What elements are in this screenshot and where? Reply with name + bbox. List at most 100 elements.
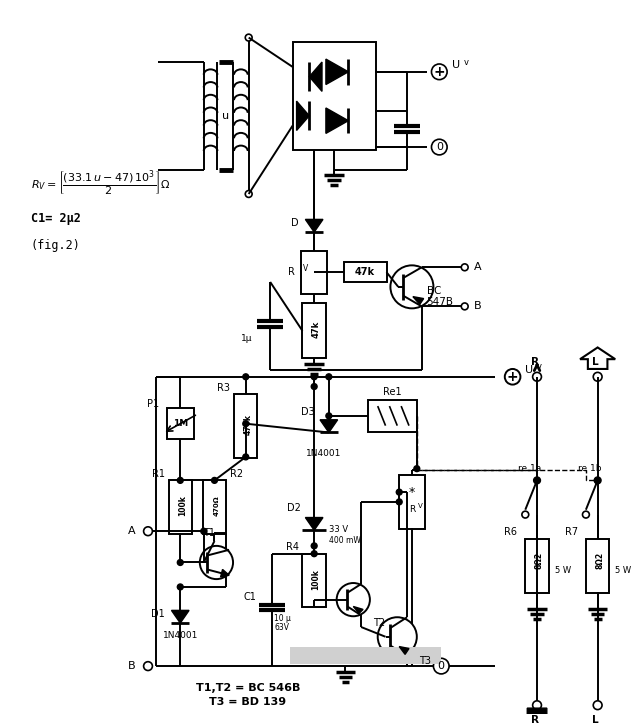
Circle shape	[212, 478, 217, 483]
Circle shape	[143, 527, 152, 536]
Text: BC
547B: BC 547B	[427, 286, 454, 308]
Circle shape	[311, 543, 317, 549]
Text: V: V	[303, 264, 308, 273]
Text: T3: T3	[419, 656, 431, 666]
Text: R: R	[288, 268, 295, 277]
Text: T2: T2	[373, 618, 385, 628]
Bar	[525, 539, 549, 593]
Polygon shape	[580, 348, 615, 369]
Text: 63V: 63V	[274, 624, 289, 632]
Text: C1= 2µ2: C1= 2µ2	[31, 212, 81, 225]
Circle shape	[326, 413, 332, 419]
Circle shape	[461, 264, 468, 270]
Text: 8Ω2: 8Ω2	[535, 552, 544, 569]
Text: 10 µ: 10 µ	[274, 614, 291, 623]
Text: B: B	[128, 661, 135, 671]
Circle shape	[326, 374, 332, 379]
Text: V: V	[418, 503, 423, 509]
Circle shape	[243, 421, 248, 427]
Text: R4: R4	[286, 542, 298, 552]
Text: 100k: 100k	[178, 495, 186, 516]
Bar	[203, 481, 226, 534]
Bar	[399, 475, 425, 529]
Circle shape	[461, 303, 468, 310]
Bar	[586, 539, 609, 593]
Bar	[234, 394, 257, 458]
Text: D3: D3	[301, 407, 315, 417]
Text: 5 W: 5 W	[615, 566, 631, 575]
Polygon shape	[171, 611, 189, 623]
Text: L: L	[592, 357, 599, 367]
Circle shape	[594, 477, 601, 483]
Circle shape	[505, 369, 520, 385]
Circle shape	[533, 477, 540, 483]
Circle shape	[311, 551, 317, 557]
Circle shape	[245, 190, 252, 198]
Polygon shape	[326, 59, 348, 84]
Text: A: A	[473, 262, 481, 273]
Text: 1N4001: 1N4001	[162, 631, 198, 640]
Circle shape	[243, 454, 248, 460]
Circle shape	[593, 701, 602, 710]
Circle shape	[593, 372, 602, 381]
Circle shape	[396, 489, 402, 495]
Polygon shape	[305, 220, 323, 232]
Text: $R_V = \left[\dfrac{(33.1\,u - 47)\,10^3}{2}\right]\Omega$: $R_V = \left[\dfrac{(33.1\,u - 47)\,10^3…	[31, 169, 170, 199]
Bar	[289, 646, 441, 664]
Text: R: R	[531, 357, 539, 367]
Bar	[301, 251, 327, 294]
Text: *: *	[409, 486, 415, 499]
Circle shape	[337, 583, 370, 616]
Circle shape	[143, 662, 152, 670]
Circle shape	[178, 584, 183, 590]
Text: 47k: 47k	[312, 321, 320, 339]
Circle shape	[583, 511, 589, 518]
Text: 33 V: 33 V	[329, 525, 348, 534]
Text: 0: 0	[436, 142, 443, 152]
Circle shape	[396, 499, 402, 505]
Polygon shape	[305, 518, 323, 530]
Text: R: R	[409, 505, 415, 514]
Text: T1: T1	[203, 529, 215, 538]
Text: 1N4001: 1N4001	[307, 449, 342, 457]
Circle shape	[522, 511, 529, 518]
Polygon shape	[326, 108, 348, 133]
Circle shape	[533, 701, 542, 710]
Text: R6: R6	[504, 527, 518, 537]
Circle shape	[200, 546, 233, 579]
Text: 1M: 1M	[173, 419, 188, 428]
Text: A: A	[128, 526, 135, 537]
Bar	[344, 262, 387, 282]
Circle shape	[533, 372, 542, 381]
Text: 5 W: 5 W	[555, 566, 571, 575]
Text: u: u	[222, 111, 229, 121]
Text: R2: R2	[230, 468, 243, 478]
Text: R3: R3	[217, 382, 230, 393]
Text: 400 mW: 400 mW	[329, 537, 361, 545]
Polygon shape	[309, 62, 322, 92]
Bar	[303, 303, 326, 358]
Bar	[293, 42, 376, 150]
Text: 100k: 100k	[312, 569, 320, 590]
Text: U: U	[452, 60, 460, 70]
Text: T1,T2 = BC 546B: T1,T2 = BC 546B	[195, 683, 300, 693]
Text: +: +	[507, 370, 518, 384]
Circle shape	[432, 64, 447, 80]
Circle shape	[178, 478, 183, 483]
Text: T3 = BD 139: T3 = BD 139	[209, 697, 286, 707]
Circle shape	[311, 384, 317, 390]
Polygon shape	[353, 606, 363, 614]
Circle shape	[434, 658, 449, 674]
Text: 1µ: 1µ	[241, 334, 253, 343]
Text: D2: D2	[287, 503, 300, 513]
Text: 470Ω: 470Ω	[214, 495, 219, 516]
Text: R: R	[531, 715, 539, 725]
Circle shape	[414, 466, 420, 472]
Text: D: D	[291, 218, 298, 228]
Text: +: +	[434, 65, 445, 79]
Circle shape	[245, 34, 252, 41]
Polygon shape	[320, 419, 337, 433]
Bar	[167, 408, 194, 439]
Bar	[303, 554, 326, 608]
Polygon shape	[296, 101, 309, 130]
